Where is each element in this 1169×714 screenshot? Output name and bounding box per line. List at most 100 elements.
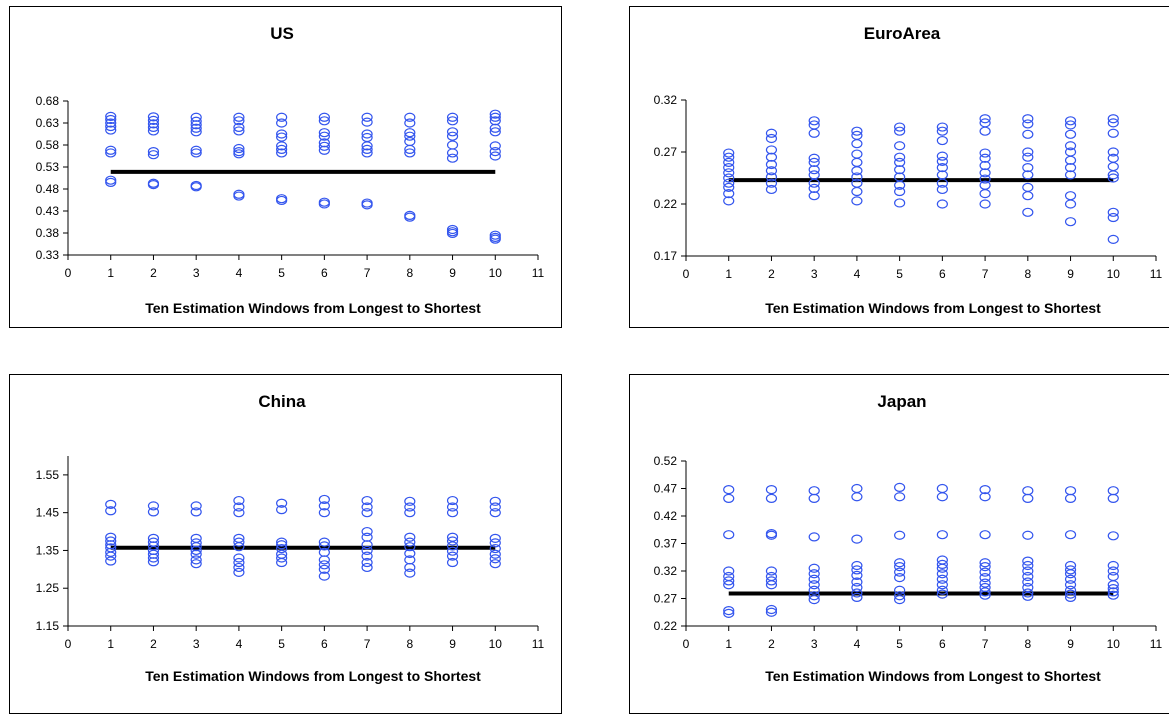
data-point [318,145,330,155]
data-point [276,195,288,206]
data-point [808,574,820,584]
data-point [105,506,117,516]
data-point [894,558,906,568]
data-point [1107,531,1119,541]
y-tick-label: 0.32 [654,564,678,578]
data-point [147,501,160,511]
data-point [1064,565,1077,575]
data-point [446,148,459,158]
x-axis-label: Ten Estimation Windows from Longest to S… [765,300,1101,316]
data-point [808,183,820,193]
data-point [318,131,330,141]
data-point [765,166,778,176]
data-point [318,571,330,581]
data-point [276,553,288,563]
data-point [361,526,373,537]
data-point [361,545,373,556]
data-point [851,186,863,197]
data-point [894,492,906,502]
data-point [147,112,160,122]
data-point [1022,119,1034,129]
data-point [1064,191,1077,201]
data-point [105,536,117,546]
data-point [233,508,245,518]
data-point [1022,556,1034,566]
data-point [446,546,459,556]
data-point [105,111,117,122]
data-point [851,492,863,502]
data-point [276,543,288,554]
data-point [190,549,202,559]
data-point [318,494,330,505]
data-point [1022,577,1034,587]
data-point [1064,155,1077,165]
data-point [105,114,117,125]
data-point [404,502,416,512]
y-tick-label: 0.27 [654,592,678,606]
y-tick-label: 0.53 [36,160,60,174]
data-point [318,128,330,138]
data-point [489,543,501,554]
data-point [851,592,863,602]
data-point [361,117,373,127]
y-tick-label: 0.22 [654,619,678,633]
data-point [233,126,245,136]
y-tick-label: 0.27 [654,145,678,159]
x-tick-label: 2 [150,637,157,651]
data-point [489,502,501,512]
data-point [808,116,820,126]
y-tick-label: 0.43 [36,204,60,218]
x-tick-label: 8 [1024,267,1031,281]
x-tick-label: 6 [321,637,328,651]
data-point [979,126,991,136]
data-point [1022,207,1034,217]
x-tick-label: 10 [1107,267,1121,281]
data-point [894,180,906,190]
data-point [489,549,501,559]
japan-chart-svg: Japan Ten Estimation Windows from Longes… [654,392,1163,684]
data-point [404,144,416,154]
data-point [147,557,160,567]
data-point [723,157,735,167]
data-point [851,570,863,580]
x-tick-label: 11 [532,637,545,651]
data-point [190,559,202,569]
data-point [446,551,459,561]
data-point [894,165,906,175]
x-tick-label: 1 [107,637,114,651]
data-point [1022,582,1034,593]
data-point [1022,147,1034,157]
data-point [1107,114,1119,124]
data-point [318,112,330,122]
data-point [190,123,202,133]
data-point [489,151,501,161]
data-point [765,152,778,162]
data-point [233,567,245,577]
y-tick-label: 0.47 [654,482,678,496]
data-point [1022,129,1034,139]
x-tick-label: 4 [854,267,861,281]
data-point [404,568,416,578]
data-point [851,196,863,206]
data-point [105,551,117,561]
data-point [361,532,373,542]
data-point [1064,217,1077,227]
data-point [489,141,501,151]
data-point [979,492,991,502]
data-point [105,145,117,155]
x-tick-label: 8 [1024,637,1031,651]
data-point [894,530,906,540]
data-point [851,126,863,136]
data-point [723,178,735,188]
data-point [808,493,820,504]
x-tick-label: 11 [1150,637,1163,651]
data-point [936,580,948,590]
data-point [723,606,735,616]
data-point [1107,212,1119,223]
y-tick-label: 1.25 [36,581,60,595]
x-tick-label: 9 [1067,267,1074,281]
data-point [190,182,202,192]
data-point [936,574,948,584]
data-point [1107,147,1119,157]
data-point [446,502,459,512]
